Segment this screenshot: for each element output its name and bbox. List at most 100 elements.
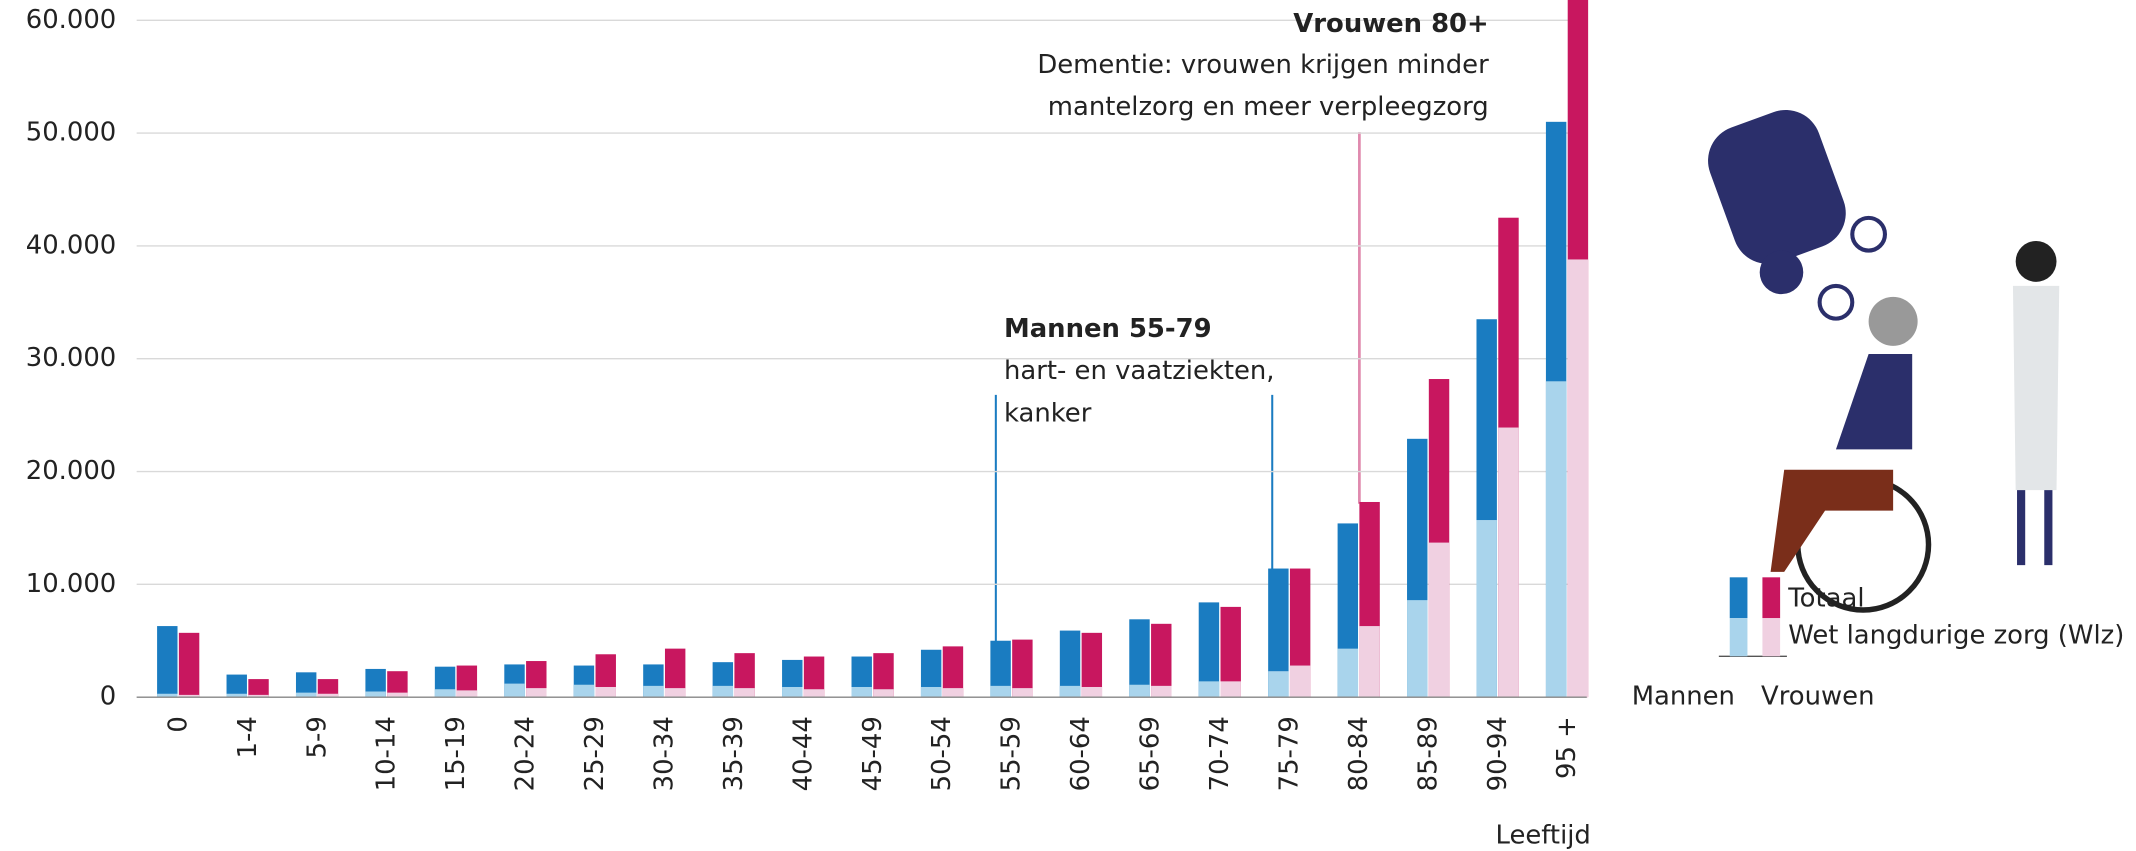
legend-swatch bbox=[1762, 577, 1781, 619]
bar-total bbox=[178, 632, 200, 698]
x-tick-label: 80-84 bbox=[1344, 716, 1374, 791]
x-tick-label: 10-14 bbox=[372, 716, 402, 791]
x-tick-label: 90-94 bbox=[1483, 716, 1513, 791]
bar-wlz bbox=[1545, 381, 1567, 698]
bar-total bbox=[1059, 630, 1081, 698]
bar-wlz bbox=[990, 685, 1011, 698]
x-tick-label: 65-69 bbox=[1136, 716, 1166, 791]
x-tick-label: 95 + bbox=[1552, 716, 1582, 779]
annotation-text: kanker bbox=[1004, 398, 1092, 428]
y-tick-label: 60.000 bbox=[26, 5, 116, 35]
bar-total bbox=[1198, 602, 1220, 698]
legend-swatch bbox=[1729, 577, 1748, 619]
legend-label: Vrouwen bbox=[1761, 682, 1874, 712]
y-tick-label: 40.000 bbox=[26, 230, 116, 260]
x-tick-label: 30-34 bbox=[649, 716, 679, 791]
x-tick-label: 75-79 bbox=[1274, 716, 1304, 791]
bar-wlz bbox=[1081, 686, 1103, 698]
bar-total bbox=[595, 654, 616, 698]
bar-total bbox=[365, 668, 386, 698]
bar-wlz bbox=[1498, 427, 1519, 698]
x-tick-label: 5-9 bbox=[302, 716, 332, 758]
bar-wlz bbox=[1476, 520, 1497, 698]
bar-wlz bbox=[1428, 542, 1450, 698]
bar-wlz bbox=[178, 694, 200, 698]
y-tick-label: 20.000 bbox=[26, 456, 116, 486]
bar-total bbox=[1220, 606, 1241, 698]
bar-total bbox=[1151, 623, 1172, 698]
bar-wlz bbox=[1407, 600, 1428, 698]
x-tick-label: 15-19 bbox=[441, 716, 471, 791]
bar-total bbox=[157, 626, 178, 698]
bar-wlz bbox=[712, 685, 734, 698]
y-tick-label: 30.000 bbox=[26, 343, 116, 373]
x-tick-label: 35-39 bbox=[719, 716, 749, 791]
y-tick-label: 10.000 bbox=[26, 569, 116, 599]
bar-wlz bbox=[1220, 681, 1241, 698]
bar-wlz bbox=[851, 686, 872, 698]
y-tick-label: 50.000 bbox=[26, 118, 116, 148]
x-tick-label: 45-49 bbox=[858, 716, 888, 791]
legend-label: Wet langdurige zorg (Wlz) bbox=[1788, 620, 2124, 650]
bar-wlz bbox=[1151, 685, 1172, 698]
bar-wlz bbox=[573, 684, 595, 698]
x-tick-label: 50-54 bbox=[927, 716, 957, 791]
bar-total bbox=[456, 665, 478, 698]
bar-wlz bbox=[434, 689, 456, 698]
x-tick-label: 70-74 bbox=[1205, 716, 1235, 791]
bar-wlz bbox=[295, 692, 317, 698]
bar-wlz bbox=[782, 686, 803, 698]
bar-wlz bbox=[226, 693, 247, 698]
bar-total bbox=[226, 674, 247, 698]
legend-swatch bbox=[1762, 618, 1781, 657]
bar-wlz bbox=[920, 686, 942, 698]
bar-wlz bbox=[248, 694, 269, 698]
bar-wlz bbox=[365, 691, 386, 698]
bar-total bbox=[803, 656, 825, 698]
bar-total bbox=[1012, 639, 1033, 698]
bar-wlz bbox=[1198, 681, 1220, 698]
bar-wlz bbox=[734, 688, 755, 698]
bar-wlz bbox=[526, 688, 547, 698]
bar-total bbox=[295, 672, 317, 698]
bar-total bbox=[920, 649, 942, 698]
bar-wlz bbox=[664, 688, 686, 698]
bar-total bbox=[1081, 632, 1103, 698]
x-tick-label: 55-59 bbox=[997, 716, 1027, 791]
bar-wlz bbox=[803, 689, 825, 698]
x-tick-label: 85-89 bbox=[1413, 716, 1443, 791]
bar-total bbox=[248, 679, 269, 698]
bar-total bbox=[873, 653, 894, 698]
bar-total bbox=[387, 671, 408, 698]
annotation-text: mantelzorg en meer verpleegzorg bbox=[1048, 92, 1489, 122]
y-tick-label: 0 bbox=[100, 682, 116, 712]
annotation-title: Vrouwen 80+ bbox=[1293, 9, 1488, 39]
bar-wlz bbox=[643, 685, 664, 698]
bar-wlz bbox=[1567, 259, 1589, 698]
bar-wlz bbox=[1268, 671, 1289, 698]
x-tick-label: 1-4 bbox=[233, 716, 263, 758]
bar-wlz bbox=[1059, 685, 1081, 698]
bar-total bbox=[1289, 568, 1311, 698]
annotation-title: Mannen 55-79 bbox=[1004, 314, 1212, 344]
bar-total bbox=[990, 640, 1011, 698]
bar-wlz bbox=[317, 693, 339, 698]
bar-total bbox=[664, 648, 686, 698]
bar-wlz bbox=[873, 689, 894, 698]
bar-wlz bbox=[387, 692, 408, 698]
bar-total bbox=[734, 653, 755, 698]
x-tick-label: 40-44 bbox=[788, 716, 818, 791]
x-tick-label: 60-64 bbox=[1066, 716, 1096, 791]
legend-swatch bbox=[1729, 618, 1748, 657]
illustration bbox=[1708, 109, 2060, 613]
bar-wlz bbox=[1289, 665, 1311, 698]
annotation-text: hart- en vaatziekten, bbox=[1004, 356, 1275, 386]
bar-wlz bbox=[595, 686, 616, 698]
x-tick-label: 20-24 bbox=[511, 716, 541, 791]
bar-wlz bbox=[1129, 684, 1150, 698]
bar-total bbox=[942, 646, 964, 698]
x-tick-label: 25-29 bbox=[580, 716, 610, 791]
bar-wlz bbox=[504, 683, 525, 698]
bar-wlz bbox=[456, 690, 478, 698]
